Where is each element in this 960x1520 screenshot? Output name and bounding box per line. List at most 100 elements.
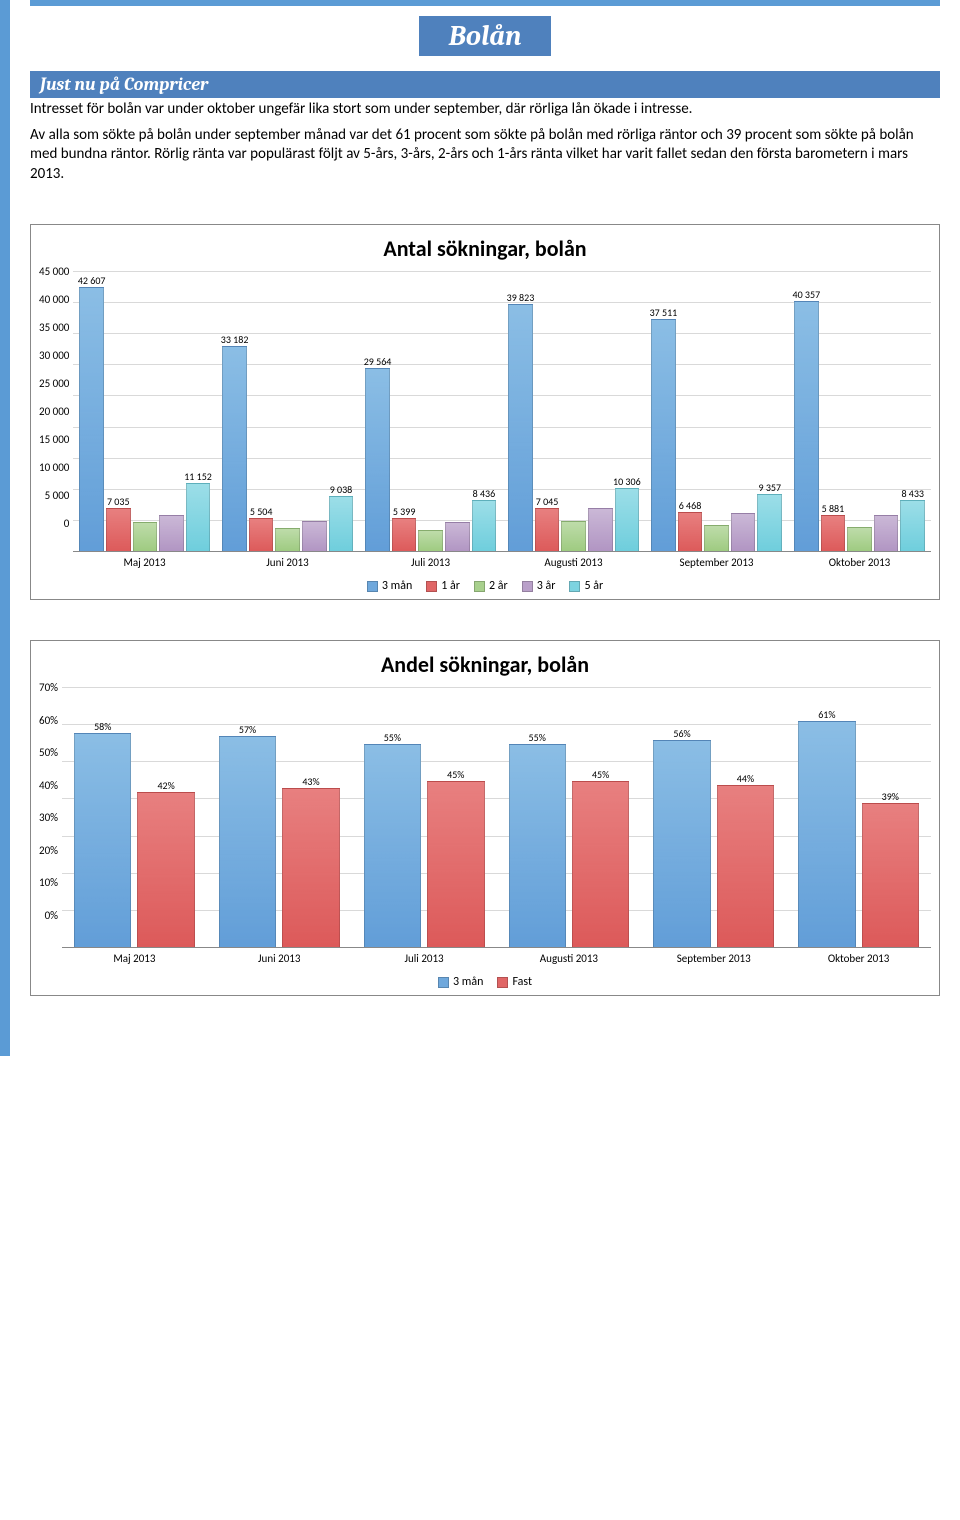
bar-2ar [847, 527, 872, 552]
bar-group: 61% 39% [786, 688, 931, 948]
bar-label: 57% [239, 723, 256, 736]
bar-group: 40 3575 8818 433 [788, 272, 931, 552]
bar-label: 33 182 [221, 333, 249, 346]
bar-3man: 56% [653, 740, 710, 948]
legend-swatch [474, 581, 485, 592]
chart2-title: Andel sökningar, bolån [39, 651, 931, 678]
bar-3ar [731, 513, 756, 552]
bar-label: 11 152 [184, 470, 212, 483]
bar-label: 9 357 [759, 481, 782, 494]
legend-label: 3 år [537, 579, 556, 593]
chart1-plot: 42 6077 03511 15233 1825 5049 03829 5645… [73, 272, 931, 552]
page-title: Bolån [419, 16, 552, 56]
y-tick-label: 0 [39, 524, 69, 552]
bar-label: 7 035 [107, 495, 130, 508]
chart2-yaxis: 0%10%20%30%40%50%60%70% [39, 688, 62, 948]
legend-label: 3 mån [453, 975, 483, 989]
bar-5ar: 9 038 [329, 496, 354, 552]
bar-label: 9 038 [330, 483, 353, 496]
chart1-yaxis: 05 00010 00015 00020 00025 00030 00035 0… [39, 272, 73, 552]
legend-item-5ar: 5 år [569, 579, 603, 593]
bar-1ar: 6 468 [678, 512, 703, 552]
legend-swatch [367, 581, 378, 592]
subhead-box: Just nu på Compricer [30, 71, 940, 98]
bar-3ar [159, 515, 184, 552]
legend-item-3man: 3 mån [438, 975, 483, 989]
bar-5ar: 8 436 [472, 500, 497, 552]
legend-swatch [438, 977, 449, 988]
bar-label: 39 823 [507, 291, 535, 304]
page-container: Bolån Just nu på Compricer Intresset för… [0, 0, 960, 1056]
bar-1ar: 5 881 [821, 515, 846, 552]
bar-group: 37 5116 4689 357 [645, 272, 788, 552]
legend-item-fast: Fast [497, 975, 532, 989]
bar-label: 42 607 [78, 274, 106, 287]
chart2-plot: 58%42%57%43%55%45%55%45%56%44%61%39% [62, 688, 931, 948]
bar-3man: 42 607 [79, 287, 104, 552]
chart2-axis-line [62, 947, 931, 948]
bar-3man: 61% [798, 721, 855, 948]
bar-2ar [561, 521, 586, 552]
bar-group: 42 6077 03511 152 [73, 272, 216, 552]
bar-label: 6 468 [679, 499, 702, 512]
legend-label: 2 år [489, 579, 508, 593]
x-tick-label: Juni 2013 [216, 552, 359, 569]
bar-label: 8 436 [473, 487, 496, 500]
legend-label: 3 mån [382, 579, 412, 593]
chart1-legend: 3 mån1 år2 år3 år5 år [39, 579, 931, 593]
bar-group: 57% 43% [207, 688, 352, 948]
bar-1ar: 5 399 [392, 518, 417, 552]
bar-label: 42% [157, 779, 174, 792]
chart1-groups: 42 6077 03511 15233 1825 5049 03829 5645… [73, 272, 931, 552]
bar-2ar [704, 525, 729, 552]
legend-item-2ar: 2 år [474, 579, 508, 593]
x-tick-label: Maj 2013 [62, 948, 207, 965]
bar-2ar [275, 528, 300, 552]
bar-label: 45% [447, 768, 464, 781]
chart1-title: Antal sökningar, bolån [39, 235, 931, 262]
x-tick-label: Maj 2013 [73, 552, 216, 569]
bar-label: 5 399 [393, 505, 416, 518]
bar-label: 5 504 [250, 505, 273, 518]
bar-3man: 33 182 [222, 346, 247, 552]
bar-5ar: 10 306 [615, 488, 640, 552]
bar-3ar [874, 515, 899, 552]
bar-fast: 45% [572, 781, 629, 948]
bar-3man: 57% [219, 736, 276, 948]
bar-label: 5 881 [822, 502, 845, 515]
x-tick-label: Oktober 2013 [786, 948, 931, 965]
y-tick-label: 0% [39, 916, 58, 949]
body-text: Intresset för bolån var under oktober un… [30, 100, 940, 184]
x-tick-label: Oktober 2013 [788, 552, 931, 569]
bar-group: 33 1825 5049 038 [216, 272, 359, 552]
bar-label: 7 045 [536, 495, 559, 508]
paragraph-2: Av alla som sökte på bolån under septemb… [30, 126, 930, 185]
bar-1ar: 5 504 [249, 518, 274, 552]
bar-label: 45% [592, 768, 609, 781]
chart2-groups: 58%42%57%43%55%45%55%45%56%44%61%39% [62, 688, 931, 948]
legend-item-3man: 3 mån [367, 579, 412, 593]
legend-swatch [569, 581, 580, 592]
bar-group: 55%45% [352, 688, 497, 948]
bar-1ar: 7 035 [106, 508, 131, 552]
bar-2ar [133, 522, 158, 552]
bar-fast: 42% [137, 792, 194, 948]
bar-label: 40 357 [793, 288, 821, 301]
bar-group: 29 5645 3998 436 [359, 272, 502, 552]
bar-group: 58%42% [62, 688, 207, 948]
bar-group: 55%45% [497, 688, 642, 948]
paragraph-1: Intresset för bolån var under oktober un… [30, 100, 930, 120]
bar-1ar: 7 045 [535, 508, 560, 552]
bar-label: 44% [737, 772, 754, 785]
bar-group: 56%44% [641, 688, 786, 948]
bar-label: 39% [882, 790, 899, 803]
bar-3man: 37 511 [651, 319, 676, 552]
chart2-xaxis: Maj 2013Juni 2013Juli 2013Augusti 2013Se… [62, 948, 931, 965]
x-tick-label: September 2013 [641, 948, 786, 965]
bar-label: 43% [302, 775, 319, 788]
bar-label: 37 511 [650, 306, 678, 319]
chart1-plot-wrap: 05 00010 00015 00020 00025 00030 00035 0… [39, 272, 931, 552]
bar-label: 61% [818, 708, 835, 721]
bar-3ar [588, 508, 613, 552]
bar-fast: 44% [717, 785, 774, 948]
